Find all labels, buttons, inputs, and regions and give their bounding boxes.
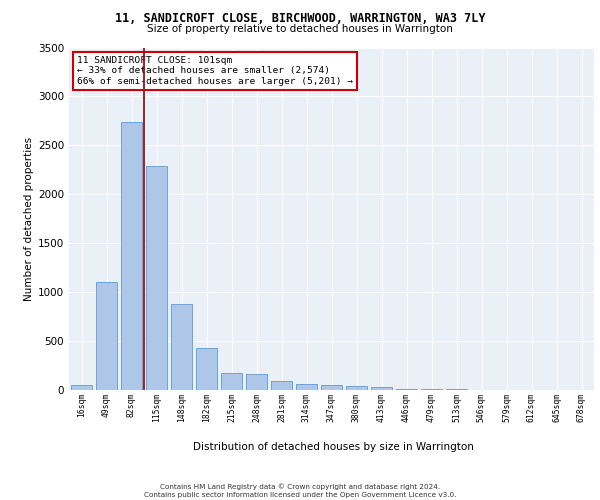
Text: 11, SANDICROFT CLOSE, BIRCHWOOD, WARRINGTON, WA3 7LY: 11, SANDICROFT CLOSE, BIRCHWOOD, WARRING…	[115, 12, 485, 26]
Bar	[96, 282, 117, 390]
Bar	[396, 388, 417, 390]
Text: Size of property relative to detached houses in Warrington: Size of property relative to detached ho…	[147, 24, 453, 34]
Bar	[71, 385, 92, 390]
Bar	[346, 386, 367, 390]
Bar	[296, 384, 317, 390]
Text: Distribution of detached houses by size in Warrington: Distribution of detached houses by size …	[193, 442, 473, 452]
Bar	[421, 389, 442, 390]
Bar	[371, 387, 392, 390]
Bar	[271, 381, 292, 390]
Bar	[121, 122, 142, 390]
Bar	[146, 166, 167, 390]
Y-axis label: Number of detached properties: Number of detached properties	[24, 136, 34, 301]
Bar	[221, 373, 242, 390]
Bar	[171, 304, 192, 390]
Bar	[321, 384, 342, 390]
Text: Contains HM Land Registry data © Crown copyright and database right 2024.
Contai: Contains HM Land Registry data © Crown c…	[144, 484, 456, 498]
Text: 11 SANDICROFT CLOSE: 101sqm
← 33% of detached houses are smaller (2,574)
66% of : 11 SANDICROFT CLOSE: 101sqm ← 33% of det…	[77, 56, 353, 86]
Bar	[246, 374, 267, 390]
Bar	[196, 348, 217, 390]
